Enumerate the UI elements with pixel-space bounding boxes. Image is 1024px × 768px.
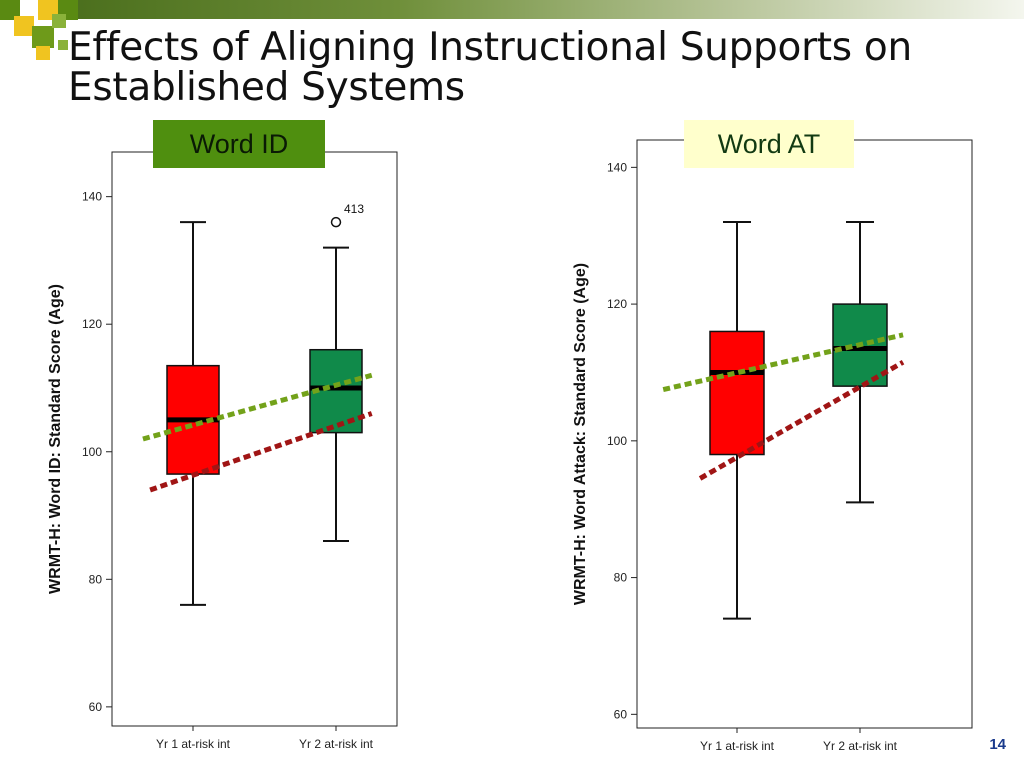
y-tick-label: 120 xyxy=(607,297,627,311)
slide-title-line-2: Established Systems xyxy=(68,65,465,110)
y-tick-label: 120 xyxy=(82,317,102,331)
trend-line-green xyxy=(662,332,904,392)
y-tick-label: 60 xyxy=(614,707,628,721)
y-tick-label: 60 xyxy=(89,700,103,714)
box-yr1-iqr xyxy=(709,330,765,456)
y-axis-label: WRMT-H: Word Attack: Standard Score (Age… xyxy=(572,263,589,605)
word-at-label: Word AT xyxy=(684,120,854,168)
x-tick-label: Yr 1 at-risk int xyxy=(700,739,775,753)
plot-frame xyxy=(636,139,973,729)
trend-line-red xyxy=(149,411,373,493)
trend-line-green xyxy=(142,372,373,442)
box-yr2-outlier-point xyxy=(330,216,342,228)
x-tick-label: Yr 1 at-risk int xyxy=(156,737,231,751)
word-id-label: Word ID xyxy=(153,120,325,168)
title-bar-gradient xyxy=(60,0,1024,19)
y-axis-label: WRMT-H: Word ID: Standard Score (Age) xyxy=(47,284,64,594)
slide-number: 14 xyxy=(989,736,1006,753)
x-tick-label: Yr 2 at-risk int xyxy=(299,737,374,751)
x-tick-label: Yr 2 at-risk int xyxy=(823,739,898,753)
slide-title: Effects of Aligning Instructional Suppor… xyxy=(68,28,968,108)
trend-line-red xyxy=(698,360,905,481)
y-tick-label: 100 xyxy=(607,434,627,448)
y-tick-label: 140 xyxy=(607,160,627,174)
y-tick-label: 140 xyxy=(82,190,102,204)
corner-squares-logo xyxy=(0,0,80,62)
y-tick-label: 100 xyxy=(82,445,102,459)
y-tick-label: 80 xyxy=(89,572,103,586)
slide-title-line-1: Effects of Aligning Instructional Suppor… xyxy=(68,25,912,70)
box-yr2-outlier-label: 413 xyxy=(344,202,364,216)
y-tick-label: 80 xyxy=(614,571,628,585)
